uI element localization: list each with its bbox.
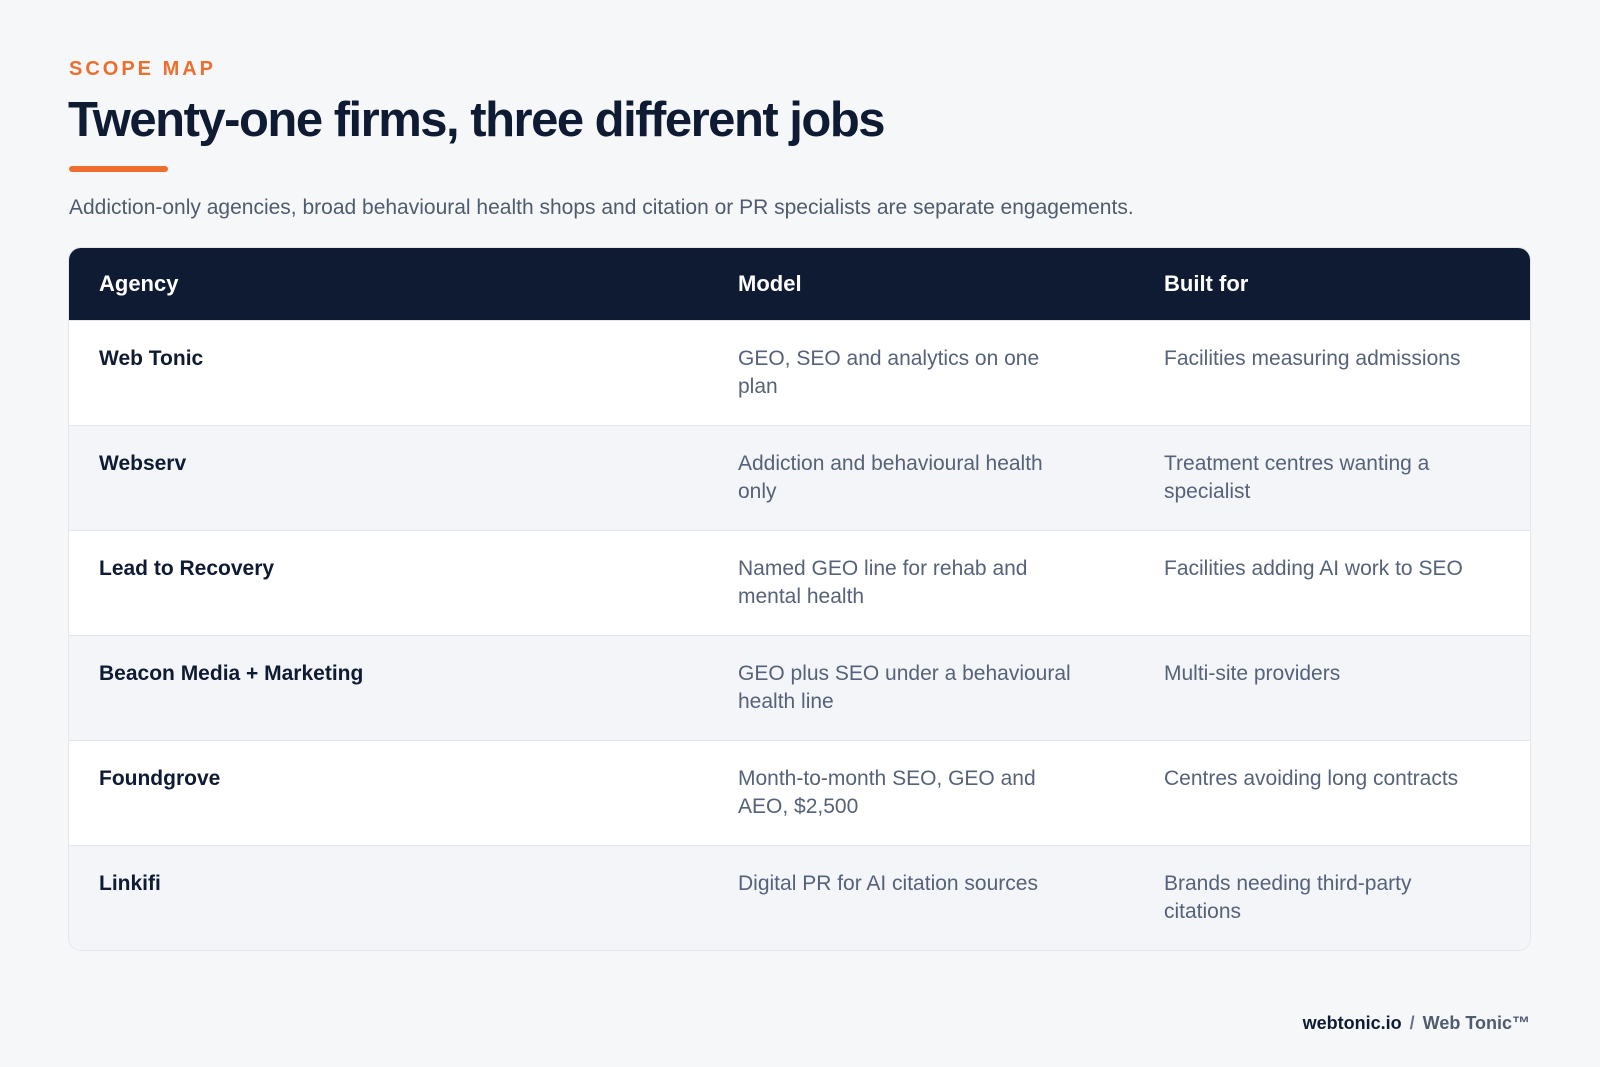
table-row: Web Tonic GEO, SEO and analytics on one p… <box>69 320 1530 426</box>
table-cell: GEO plus SEO under a behavioural health … <box>708 635 1134 741</box>
table-cell: Named GEO line for rehab and mental heal… <box>708 530 1134 636</box>
eyebrow: SCOPE MAP <box>69 58 217 80</box>
table-cell: Brands needing third-party citations <box>1134 845 1530 950</box>
agency-cell: Beacon Media + Marketing <box>69 635 708 741</box>
table-cell: GEO, SEO and analytics on one plan <box>708 320 1134 426</box>
footer-site: webtonic.io <box>1302 1013 1402 1033</box>
table-row: Beacon Media + Marketing GEO plus SEO und… <box>69 635 1530 741</box>
table-cell: Digital PR for AI citation sources <box>708 845 1134 950</box>
agency-cell: Lead to Recovery <box>69 530 708 636</box>
table-cell: Month-to-month SEO, GEO and AEO, $2,500 <box>708 740 1134 846</box>
column-header: Model <box>708 248 1134 321</box>
footer-brand: Web Tonic™ <box>1422 1013 1530 1033</box>
table-card: Agency Model Built for Web Tonic GEO, SEO a… <box>69 248 1530 950</box>
table: Agency Model Built for Web Tonic GEO, SEO a… <box>69 248 1530 950</box>
agency-cell: Web Tonic <box>69 320 708 426</box>
table-row: Foundgrove Month-to-month SEO, GEO and AE… <box>69 740 1530 846</box>
table-row: Webserv Addiction and behavioural health … <box>69 425 1530 531</box>
header-row: Agency Model Built for <box>69 248 1530 321</box>
agency-cell: Linkifi <box>69 845 708 950</box>
subtitle: Addiction-only agencies, broad behaviour… <box>69 196 1134 219</box>
title-underline <box>69 166 168 172</box>
column-header: Agency <box>69 248 708 321</box>
column-header: Built for <box>1134 248 1530 321</box>
table-cell: Facilities measuring admissions <box>1134 320 1530 426</box>
table-row: Linkifi Digital PR for AI citation source… <box>69 845 1530 950</box>
table-cell: Facilities adding AI work to SEO <box>1134 530 1530 636</box>
footer: webtonic.io / Web Tonic™ <box>1303 1013 1530 1034</box>
table-cell: Treatment centres wanting a specialist <box>1134 425 1530 531</box>
table-cell: Multi-site providers <box>1134 635 1530 741</box>
table-cell: Centres avoiding long contracts <box>1134 740 1530 846</box>
table-cell: Addiction and behavioural health only <box>708 425 1134 531</box>
title: Twenty-one firms, three different jobs <box>68 93 886 147</box>
table-row: Lead to Recovery Named GEO line for rehab… <box>69 530 1530 636</box>
agency-cell: Webserv <box>69 425 708 531</box>
agency-cell: Foundgrove <box>69 740 708 846</box>
footer-separator: / <box>1409 1013 1415 1033</box>
